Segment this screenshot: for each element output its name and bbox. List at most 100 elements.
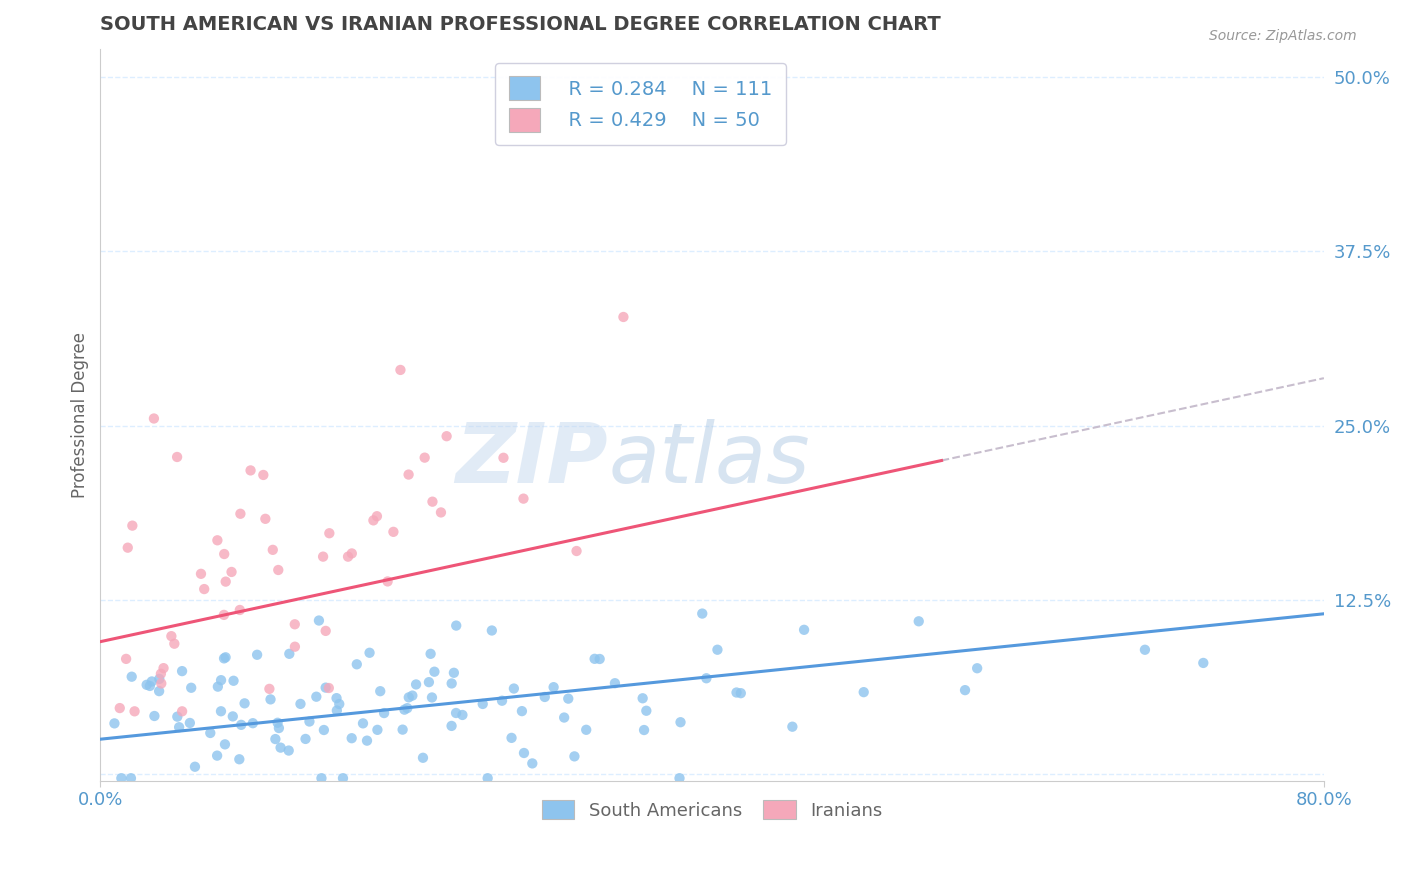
Point bbox=[120, 771, 142, 785]
Point bbox=[141, 674, 163, 689]
Point bbox=[491, 694, 513, 708]
Point bbox=[501, 731, 523, 745]
Point bbox=[412, 751, 434, 765]
Point bbox=[502, 681, 524, 696]
Point bbox=[359, 646, 381, 660]
Point bbox=[315, 681, 337, 695]
Point bbox=[190, 566, 212, 581]
Point bbox=[422, 494, 444, 508]
Point bbox=[278, 647, 301, 661]
Point bbox=[444, 618, 467, 632]
Point bbox=[669, 715, 692, 730]
Point bbox=[298, 714, 321, 729]
Point bbox=[259, 692, 281, 706]
Point bbox=[377, 574, 399, 589]
Point bbox=[163, 637, 186, 651]
Point bbox=[398, 467, 420, 482]
Point bbox=[522, 756, 544, 771]
Point bbox=[267, 563, 290, 577]
Point bbox=[252, 467, 274, 482]
Point bbox=[312, 723, 335, 737]
Point bbox=[481, 624, 503, 638]
Point bbox=[212, 547, 235, 561]
Point bbox=[143, 709, 166, 723]
Point bbox=[262, 542, 284, 557]
Point bbox=[706, 642, 728, 657]
Point bbox=[212, 651, 235, 665]
Point bbox=[510, 704, 533, 718]
Point bbox=[142, 411, 165, 425]
Point bbox=[413, 450, 436, 465]
Point bbox=[793, 623, 815, 637]
Point bbox=[337, 549, 360, 564]
Point bbox=[492, 450, 515, 465]
Point bbox=[633, 723, 655, 737]
Point bbox=[440, 719, 463, 733]
Point bbox=[1133, 642, 1156, 657]
Point bbox=[389, 363, 412, 377]
Point bbox=[451, 708, 474, 723]
Point bbox=[318, 681, 340, 695]
Point bbox=[259, 681, 281, 696]
Point bbox=[328, 697, 350, 711]
Point bbox=[553, 710, 575, 724]
Point bbox=[139, 679, 162, 693]
Point bbox=[121, 518, 143, 533]
Point bbox=[852, 685, 875, 699]
Point bbox=[440, 676, 463, 690]
Point bbox=[443, 665, 465, 680]
Point bbox=[167, 720, 190, 734]
Point bbox=[315, 624, 337, 638]
Point bbox=[246, 648, 269, 662]
Point bbox=[308, 614, 330, 628]
Point bbox=[209, 704, 232, 718]
Point bbox=[513, 746, 536, 760]
Point bbox=[631, 691, 654, 706]
Point bbox=[398, 690, 420, 705]
Point bbox=[436, 429, 458, 443]
Point bbox=[401, 689, 423, 703]
Point bbox=[207, 680, 229, 694]
Point bbox=[148, 684, 170, 698]
Point bbox=[471, 697, 494, 711]
Point bbox=[180, 681, 202, 695]
Point bbox=[420, 690, 443, 705]
Point bbox=[284, 640, 307, 654]
Point bbox=[668, 771, 690, 785]
Point bbox=[564, 749, 586, 764]
Text: Source: ZipAtlas.com: Source: ZipAtlas.com bbox=[1209, 29, 1357, 43]
Text: atlas: atlas bbox=[609, 418, 810, 500]
Point bbox=[725, 685, 748, 699]
Point bbox=[477, 771, 499, 785]
Point bbox=[242, 716, 264, 731]
Point bbox=[419, 647, 441, 661]
Point bbox=[583, 652, 606, 666]
Point bbox=[277, 743, 299, 757]
Y-axis label: Professional Degree: Professional Degree bbox=[72, 332, 89, 499]
Point bbox=[207, 533, 229, 548]
Point bbox=[172, 704, 194, 718]
Point bbox=[405, 677, 427, 691]
Point bbox=[205, 748, 228, 763]
Point bbox=[221, 565, 243, 579]
Point bbox=[115, 652, 138, 666]
Point bbox=[966, 661, 988, 675]
Point bbox=[222, 673, 245, 688]
Point bbox=[214, 737, 236, 751]
Point bbox=[394, 703, 416, 717]
Text: ZIP: ZIP bbox=[456, 418, 609, 500]
Point bbox=[229, 507, 252, 521]
Point bbox=[543, 680, 565, 694]
Point bbox=[212, 607, 235, 622]
Point bbox=[391, 723, 413, 737]
Point bbox=[533, 690, 555, 704]
Point bbox=[228, 752, 250, 766]
Point bbox=[512, 491, 534, 506]
Point bbox=[179, 715, 201, 730]
Point bbox=[166, 450, 188, 464]
Point bbox=[170, 664, 193, 678]
Point bbox=[340, 731, 363, 746]
Point bbox=[326, 704, 349, 718]
Point bbox=[166, 709, 188, 723]
Point bbox=[418, 675, 440, 690]
